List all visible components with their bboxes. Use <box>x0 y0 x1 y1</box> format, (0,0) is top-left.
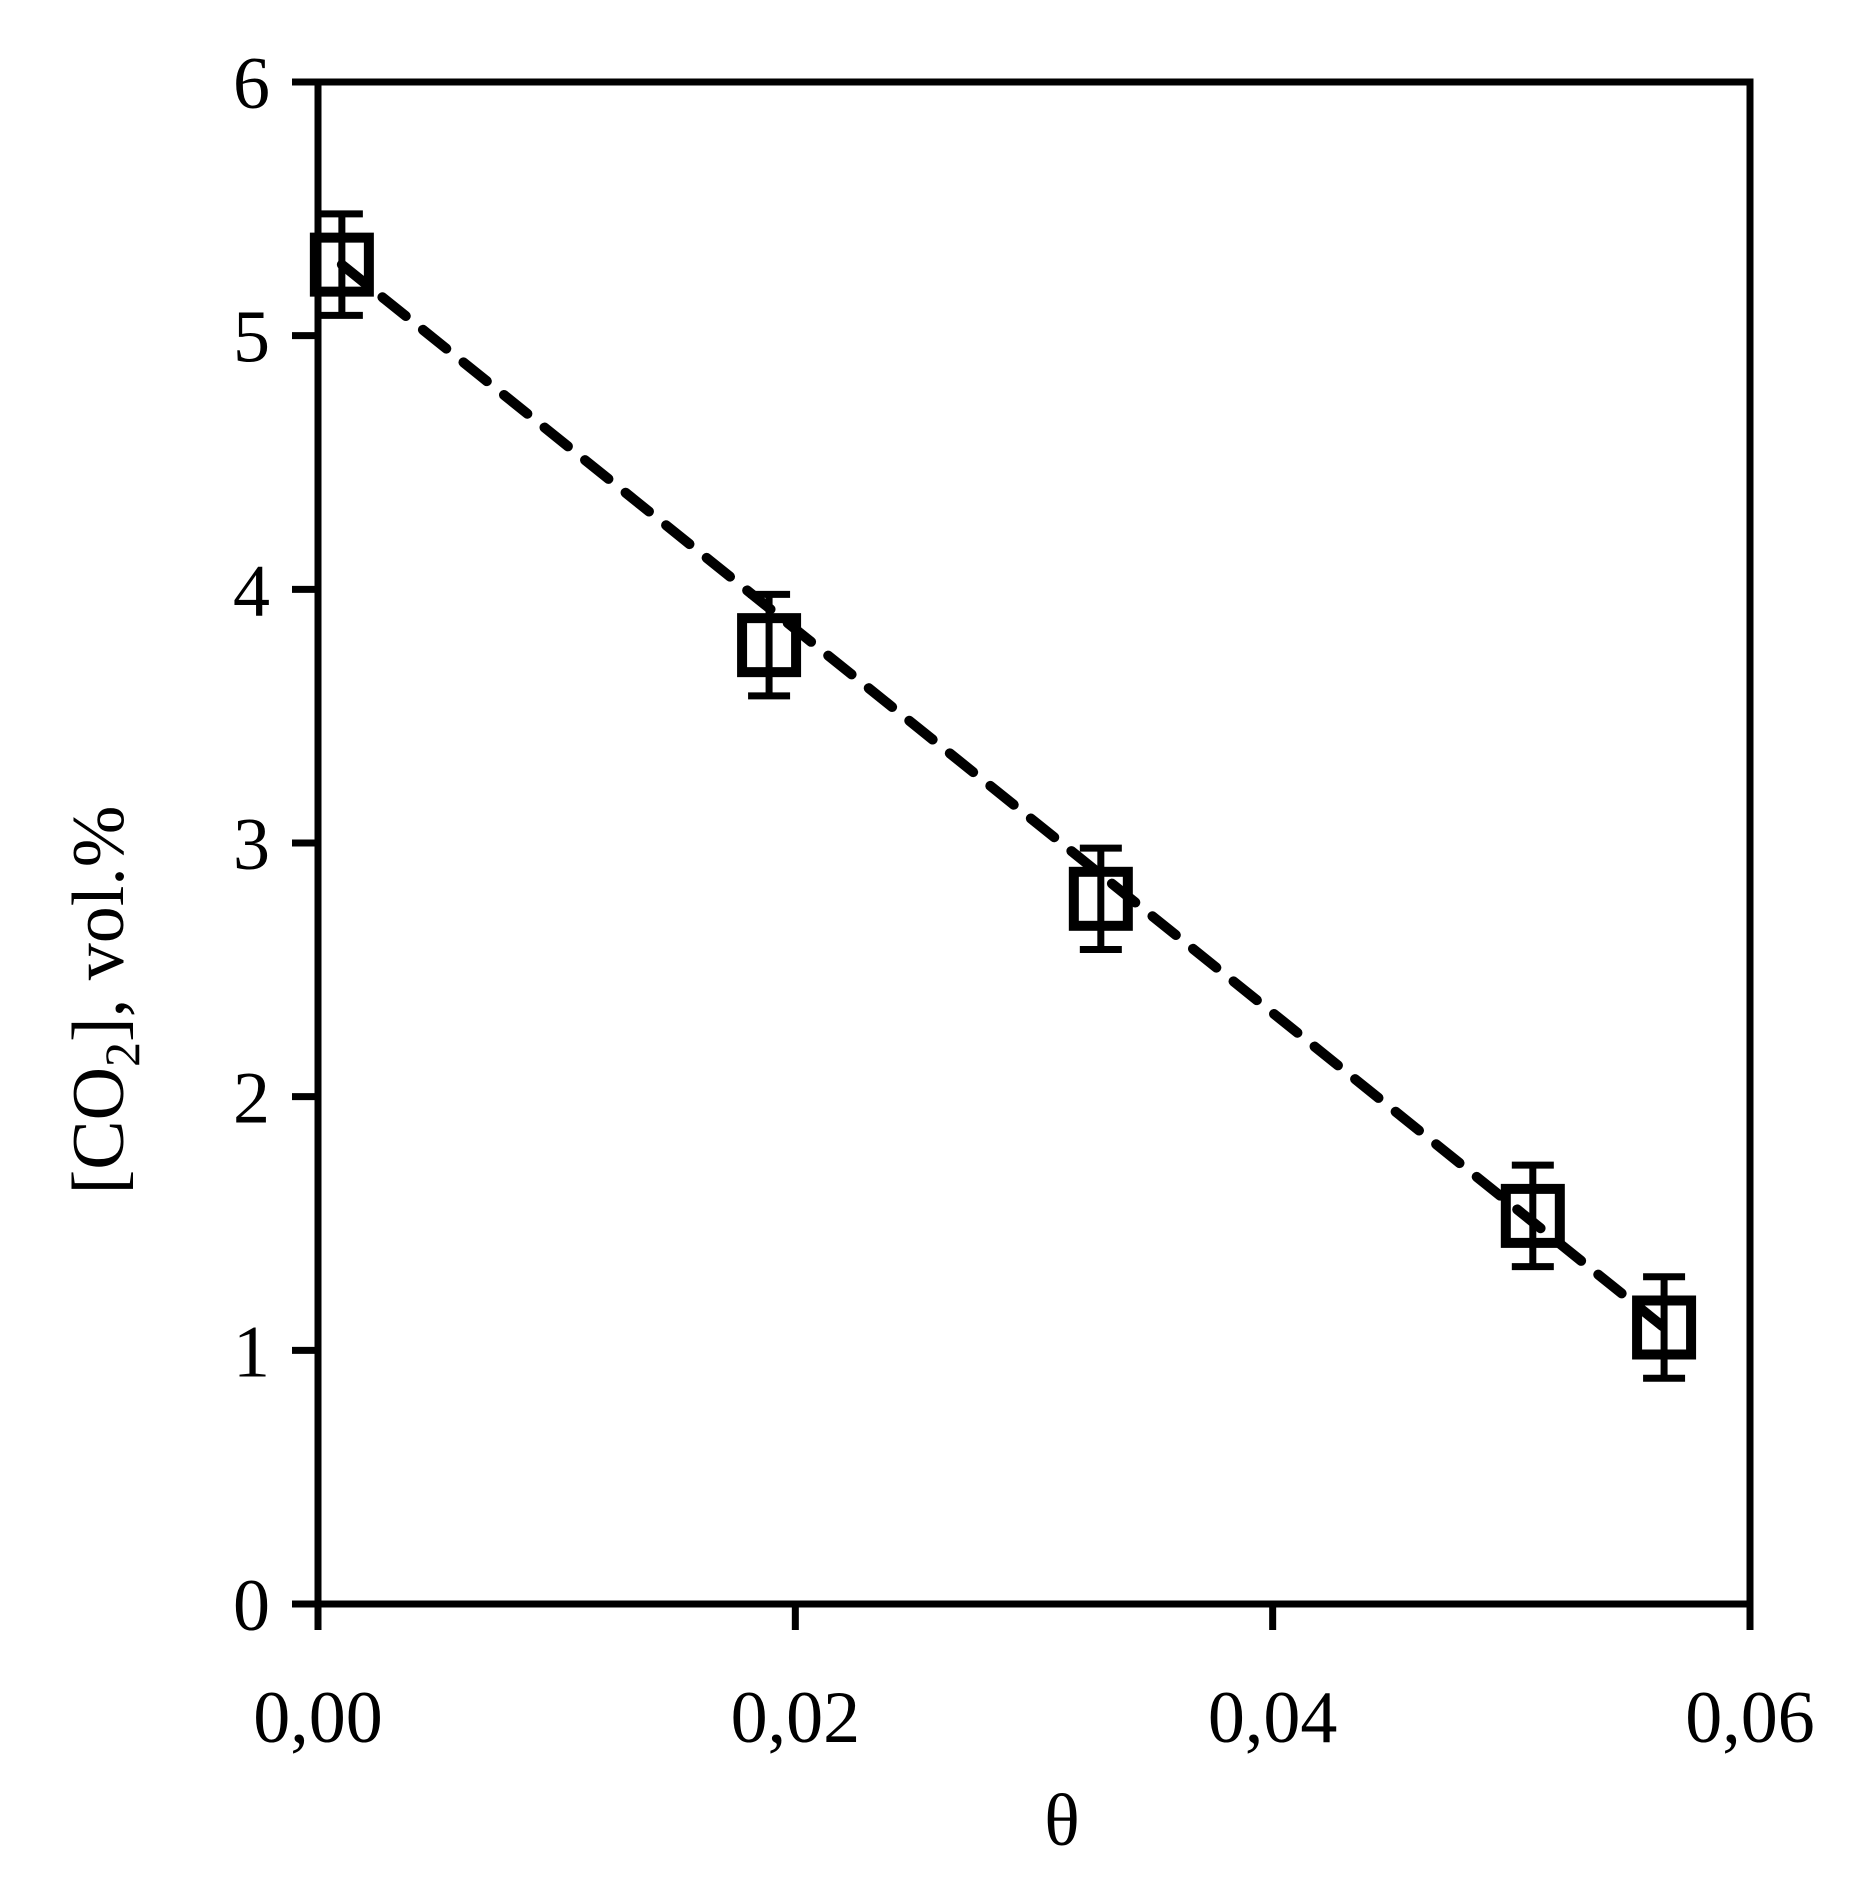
fit-line-layer <box>336 259 1670 1333</box>
x-axis: 0,00 0,02 0,04 0,06 <box>253 1604 1815 1759</box>
fit-line <box>336 259 1670 1333</box>
data-points-layer <box>309 210 1697 1382</box>
data-marker-square <box>1500 1183 1565 1248</box>
y-tick-label: 4 <box>233 550 270 632</box>
data-marker-square <box>1632 1295 1697 1360</box>
y-axis-title-prefix: [CO <box>58 1067 140 1194</box>
y-tick-label: 6 <box>233 43 270 125</box>
data-point <box>1632 1273 1697 1382</box>
y-axis: 0 1 2 3 4 5 6 <box>233 43 318 1647</box>
x-tick-label: 0,00 <box>253 1677 383 1759</box>
data-point <box>1068 844 1133 954</box>
data-marker-square <box>737 613 802 678</box>
y-tick-label: 3 <box>233 804 270 886</box>
y-axis-title-suffix: ], vol.% <box>58 806 140 1042</box>
x-tick-label: 0,04 <box>1208 1677 1338 1759</box>
data-marker-square <box>1068 866 1133 931</box>
x-tick-label: 0,06 <box>1685 1677 1815 1759</box>
data-point <box>1500 1161 1565 1271</box>
y-tick-label: 0 <box>233 1565 270 1647</box>
y-axis-title-subscript: 2 <box>94 1042 150 1067</box>
x-axis-title: θ <box>1044 1780 1079 1862</box>
data-point <box>737 590 802 700</box>
y-tick-label: 1 <box>233 1311 270 1393</box>
y-tick-label: 2 <box>233 1058 270 1140</box>
x-tick-label: 0,02 <box>731 1677 861 1759</box>
y-axis-title: [CO2], vol.% <box>58 806 150 1195</box>
y-tick-label: 5 <box>233 297 270 379</box>
